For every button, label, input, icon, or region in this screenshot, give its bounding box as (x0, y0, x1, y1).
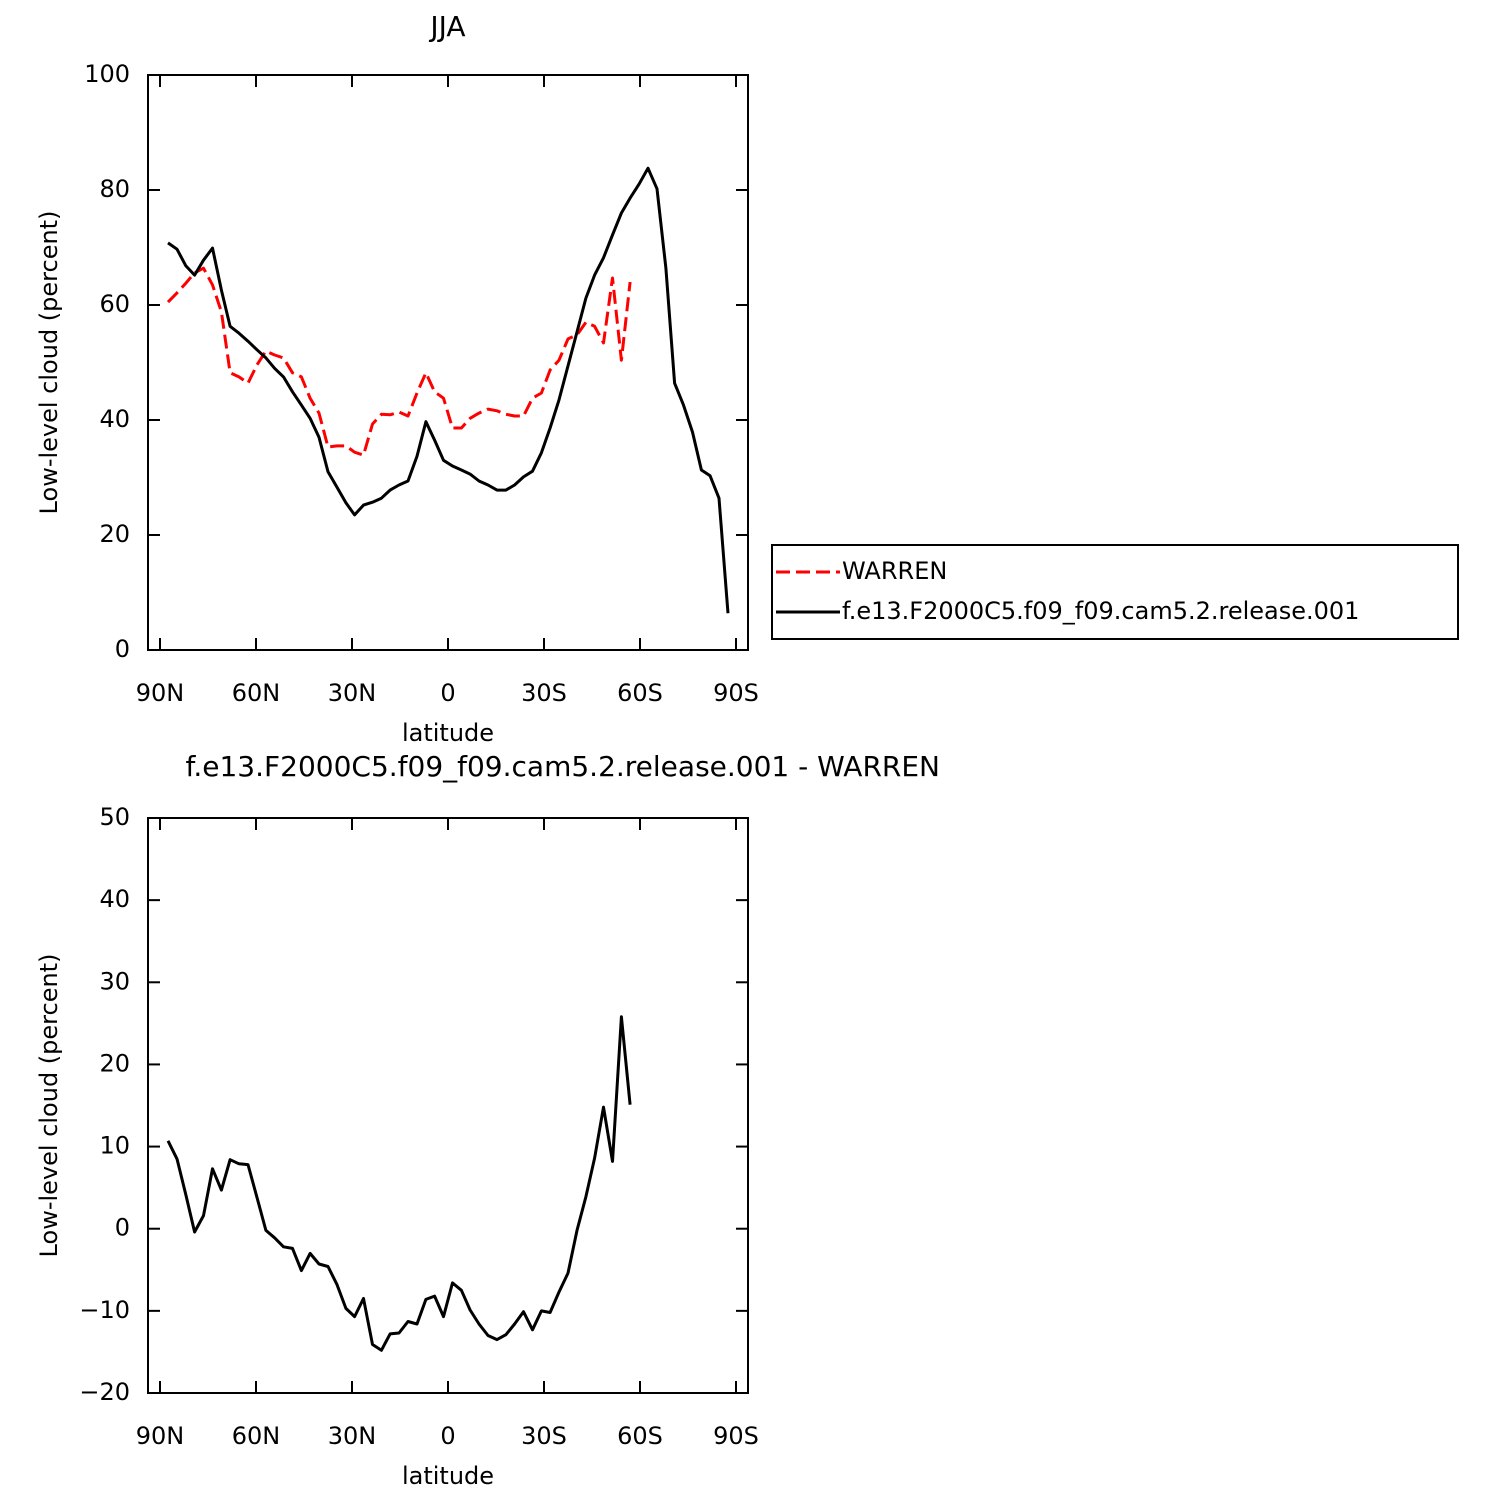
x-tick-label: 90N (136, 1422, 185, 1450)
x-tick-label: 0 (440, 1422, 455, 1450)
x-tick-label: 90N (136, 679, 185, 707)
x-tick-label: 90S (713, 679, 759, 707)
y-tick-label: −10 (79, 1296, 130, 1324)
y-tick-label: −20 (79, 1378, 130, 1406)
y-tick-label: 80 (99, 175, 130, 203)
y-tick-label: 0 (115, 1214, 130, 1242)
y-tick-label: 100 (84, 60, 130, 88)
x-tick-label: 30N (328, 679, 377, 707)
y-axis-label: Low-level cloud (percent) (35, 211, 63, 515)
chart-title: JJA (428, 10, 465, 43)
y-tick-label: 40 (99, 405, 130, 433)
y-tick-label: 40 (99, 885, 130, 913)
x-tick-label: 90S (713, 1422, 759, 1450)
x-tick-label: 0 (440, 679, 455, 707)
x-tick-label: 30N (328, 1422, 377, 1450)
x-axis-label: latitude (402, 719, 494, 747)
x-axis-label: latitude (402, 1462, 494, 1490)
y-tick-label: 30 (99, 967, 130, 995)
y-tick-label: 60 (99, 290, 130, 318)
y-tick-label: 50 (99, 803, 130, 831)
legend-label: f.e13.F2000C5.f09_f09.cam5.2.release.001 (842, 597, 1359, 625)
legend: WARREN f.e13.F2000C5.f09_f09.cam5.2.relea… (771, 544, 1459, 640)
x-tick-label: 60N (232, 1422, 281, 1450)
y-tick-label: 0 (115, 635, 130, 663)
x-tick-label: 30S (521, 1422, 567, 1450)
plot-frame (147, 74, 749, 651)
x-tick-label: 60N (232, 679, 281, 707)
y-tick-label: 20 (99, 520, 130, 548)
x-tick-label: 30S (521, 679, 567, 707)
data-line (166, 266, 632, 457)
x-tick-label: 60S (617, 1422, 663, 1450)
y-tick-label: 10 (99, 1132, 130, 1160)
legend-label: WARREN (842, 557, 947, 585)
y-axis-label: Low-level cloud (percent) (35, 954, 63, 1258)
legend-box (771, 544, 1459, 640)
data-line (166, 1015, 632, 1352)
data-line (167, 166, 730, 614)
chart-title: f.e13.F2000C5.f09_f09.cam5.2.release.001… (186, 750, 940, 783)
x-tick-label: 60S (617, 679, 663, 707)
y-tick-label: 20 (99, 1049, 130, 1077)
plot-frame (147, 817, 749, 1394)
